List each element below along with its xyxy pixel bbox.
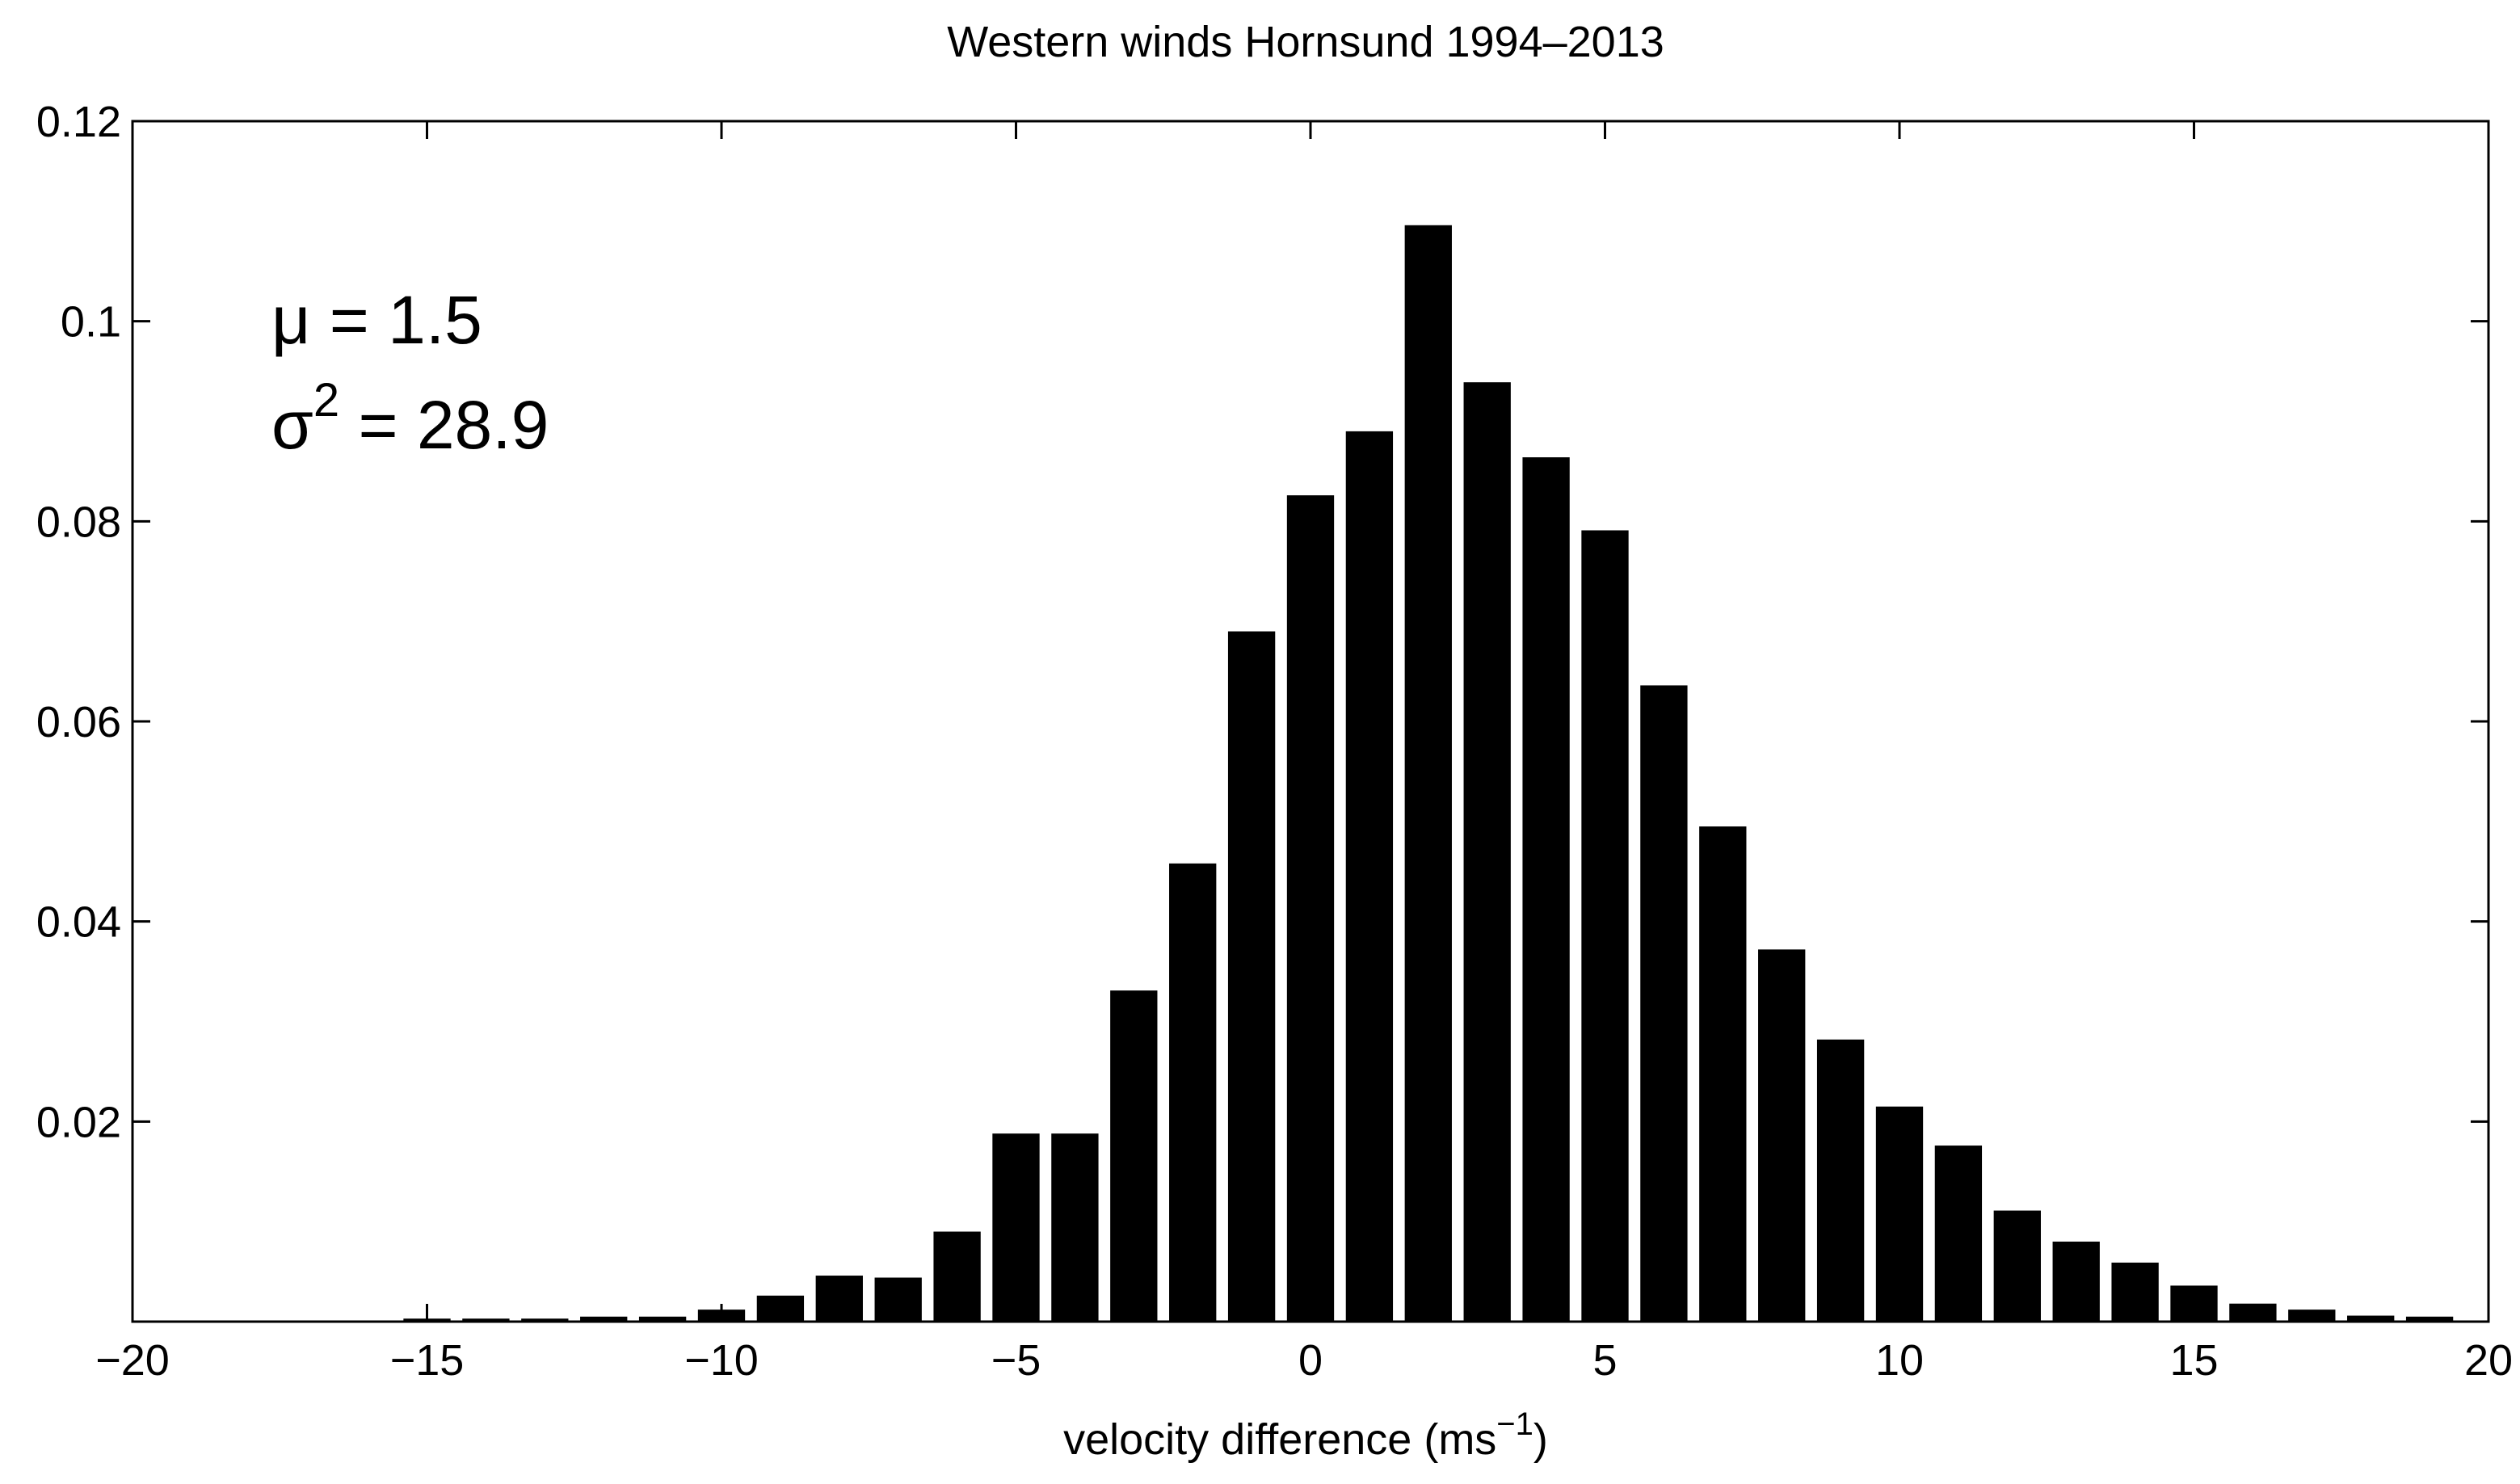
bar: [638, 1316, 687, 1322]
annotation: σ2 = 28.9: [271, 374, 549, 463]
bar: [874, 1277, 922, 1322]
annotation-sup: 2: [313, 374, 339, 427]
y-tick-label: 0.06: [36, 698, 121, 746]
chart-title: Western winds Hornsund 1994–2013: [947, 18, 1664, 66]
bar: [756, 1295, 805, 1322]
y-tick-label: 0.12: [36, 98, 121, 146]
bar: [1286, 495, 1335, 1322]
bar: [2052, 1241, 2100, 1322]
y-tick-label: 0.02: [36, 1098, 121, 1146]
bar: [2405, 1316, 2454, 1322]
bar: [1522, 457, 1570, 1322]
bar: [1758, 949, 1806, 1322]
bar: [2288, 1310, 2336, 1322]
x-tick-label: 5: [1592, 1336, 1617, 1385]
x-tick-label: −10: [684, 1336, 759, 1385]
annotation-text: σ: [271, 387, 313, 463]
bar: [1934, 1146, 1983, 1322]
bar: [815, 1276, 863, 1322]
bar: [1816, 1039, 1865, 1322]
x-axis-label: velocity difference (ms−1): [1063, 1406, 1548, 1464]
bar: [1875, 1106, 1924, 1322]
bar: [1581, 530, 1629, 1322]
y-tick-label: 0.08: [36, 498, 121, 546]
x-axis-label-end: ): [1533, 1415, 1548, 1464]
bar: [2111, 1262, 2159, 1322]
bar: [1993, 1210, 2041, 1322]
bar: [462, 1318, 510, 1322]
bar: [1051, 1133, 1099, 1322]
bar: [2229, 1303, 2277, 1322]
x-tick-label: 0: [1298, 1336, 1323, 1385]
bar: [2347, 1315, 2395, 1322]
x-tick-label: 10: [1875, 1336, 1924, 1385]
bar: [1345, 431, 1394, 1322]
x-axis-label-sup: −1: [1496, 1406, 1533, 1442]
bar: [1227, 631, 1276, 1322]
bar: [992, 1133, 1040, 1322]
bar: [1404, 225, 1452, 1322]
bar: [1640, 685, 1688, 1322]
annotation-end: = 28.9: [339, 387, 549, 463]
x-tick-label: 15: [2169, 1336, 2218, 1385]
x-tick-label: 20: [2464, 1336, 2513, 1385]
y-tick-label: 0.1: [61, 298, 121, 347]
bar: [1110, 990, 1158, 1322]
bar: [933, 1231, 981, 1322]
bar: [1699, 826, 1747, 1322]
annotation: μ = 1.5: [271, 282, 482, 358]
x-tick-label: −5: [991, 1336, 1041, 1385]
x-tick-label: −15: [390, 1336, 465, 1385]
y-tick-label: 0.04: [36, 898, 121, 947]
bar: [1463, 382, 1511, 1322]
bar: [521, 1318, 569, 1322]
bar: [580, 1316, 628, 1322]
x-axis-label-text: velocity difference (ms: [1063, 1415, 1496, 1464]
x-tick-label: −20: [95, 1336, 170, 1385]
bar: [1169, 863, 1217, 1322]
